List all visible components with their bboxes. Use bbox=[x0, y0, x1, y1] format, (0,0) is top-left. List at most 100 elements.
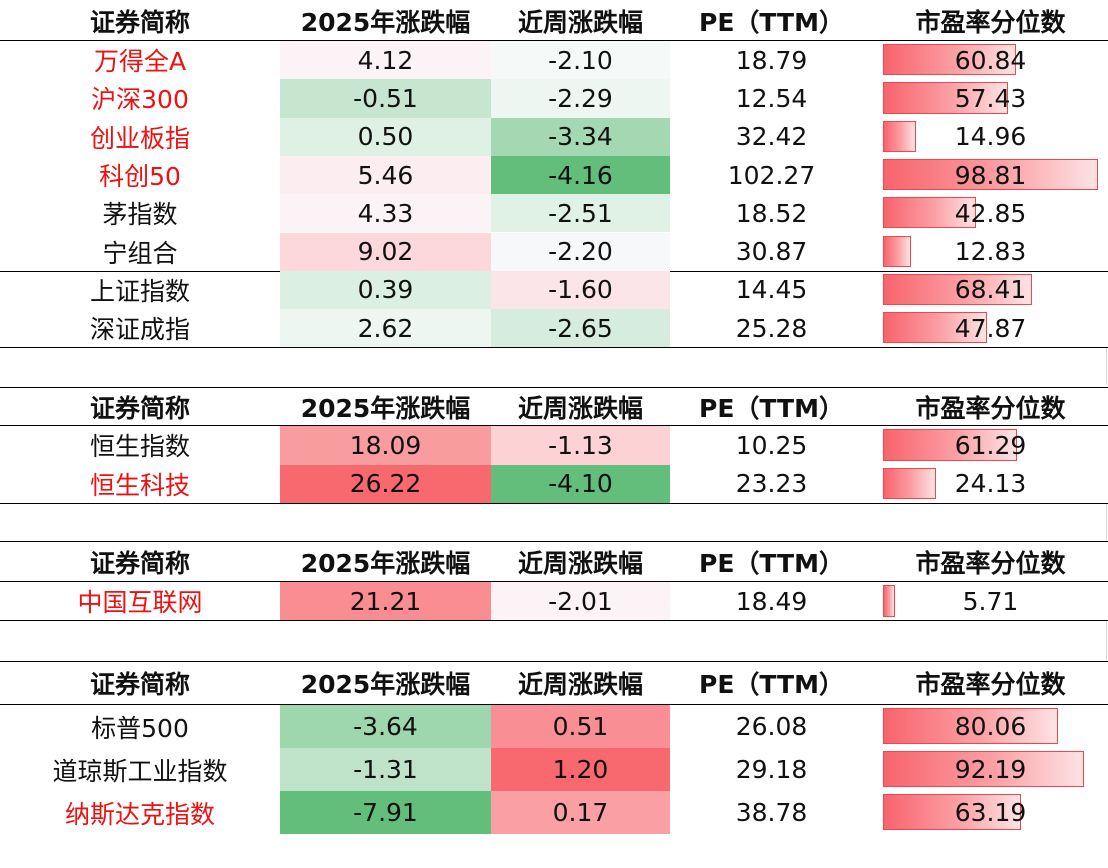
security-name: 宁组合 bbox=[102, 238, 178, 268]
pe-percentile-value: 57.43 bbox=[954, 83, 1027, 113]
ytd-change-cell: 21.21 bbox=[280, 582, 491, 621]
pe-percentile-value: 68.41 bbox=[954, 275, 1027, 305]
weekly-change-cell: -2.01 bbox=[491, 582, 670, 621]
pe-percentile-cell: 47.87 bbox=[873, 309, 1108, 347]
pe-ttm-cell: 25.28 bbox=[735, 313, 808, 343]
ytd-change-cell: 2.62 bbox=[280, 309, 491, 348]
weekly-change-cell: -2.20 bbox=[491, 232, 670, 271]
weekly-change-cell: -2.10 bbox=[491, 41, 670, 80]
ytd-change-cell: -1.31 bbox=[280, 748, 491, 791]
table-row: 上证指数 0.39 -1.60 14.45 68.41 bbox=[0, 270, 1108, 310]
pe-percentile-cell: 57.43 bbox=[873, 79, 1108, 117]
weekly-change-cell: -1.13 bbox=[491, 426, 670, 465]
pe-percentile-cell: 80.06 bbox=[873, 705, 1108, 748]
pe-percentile-bar bbox=[883, 751, 1084, 787]
header-wk: 近周涨跌幅 bbox=[517, 670, 643, 699]
pe-percentile-cell: 24.13 bbox=[873, 465, 1108, 504]
pe-percentile-bar bbox=[883, 235, 911, 267]
pe-percentile-value: 80.06 bbox=[954, 712, 1027, 741]
pe-percentile-bar bbox=[883, 312, 988, 344]
header-pe: PE（TTM） bbox=[699, 7, 844, 37]
table-row: 深证成指 2.62 -2.65 25.28 47.87 bbox=[0, 309, 1108, 348]
weekly-change-cell: -3.34 bbox=[491, 117, 670, 156]
weekly-change-cell: 0.51 bbox=[491, 705, 670, 748]
pe-ttm-cell: 32.42 bbox=[735, 122, 808, 152]
header-wk: 近周涨跌幅 bbox=[517, 7, 643, 37]
pe-percentile-bar bbox=[883, 82, 1009, 114]
section-bottom-border bbox=[0, 620, 1108, 621]
weekly-change-cell: -4.10 bbox=[491, 464, 670, 503]
security-name: 恒生指数 bbox=[89, 432, 190, 462]
pe-percentile-value: 42.85 bbox=[954, 198, 1027, 228]
pe-ttm-cell: 10.25 bbox=[735, 430, 808, 460]
ytd-change-cell: 26.22 bbox=[280, 464, 491, 503]
header-row: 证券简称 2025年涨跌幅 近周涨跌幅 PE（TTM） 市盈率分位数 bbox=[0, 387, 1108, 426]
header-bottom-border bbox=[0, 40, 1108, 41]
pe-percentile-cell: 63.19 bbox=[873, 791, 1108, 834]
header-pct: 市盈率分位数 bbox=[915, 670, 1066, 699]
ytd-change-cell: 4.12 bbox=[280, 41, 491, 80]
pe-percentile-value: 5.71 bbox=[962, 586, 1019, 616]
pe-percentile-bar bbox=[883, 158, 1099, 191]
security-name: 万得全A bbox=[93, 47, 187, 77]
pe-percentile-cell: 42.85 bbox=[873, 194, 1108, 232]
section-top-border bbox=[0, 541, 1108, 542]
pe-percentile-value: 98.81 bbox=[954, 160, 1027, 190]
pe-percentile-cell: 12.83 bbox=[873, 233, 1108, 271]
weekly-change-cell: -2.51 bbox=[491, 194, 670, 233]
header-name: 证券简称 bbox=[89, 393, 190, 423]
header-row: 证券简称 2025年涨跌幅 近周涨跌幅 PE（TTM） 市盈率分位数 bbox=[0, 541, 1108, 582]
ytd-change-cell: -0.51 bbox=[280, 79, 491, 118]
pe-percentile-bar bbox=[883, 794, 1021, 830]
pe-percentile-bar bbox=[883, 467, 936, 499]
pe-percentile-value: 14.96 bbox=[954, 122, 1027, 152]
security-name: 标普500 bbox=[91, 713, 189, 743]
pe-percentile-value: 24.13 bbox=[954, 469, 1027, 499]
pe-percentile-value: 60.84 bbox=[954, 45, 1027, 75]
pe-ttm-cell: 18.52 bbox=[735, 198, 808, 228]
ytd-change-cell: 9.02 bbox=[280, 232, 491, 271]
ytd-change-cell: 0.50 bbox=[280, 117, 491, 156]
weekly-change-cell: -1.60 bbox=[491, 270, 670, 310]
security-name: 茅指数 bbox=[102, 200, 178, 230]
header-bottom-border bbox=[0, 425, 1108, 426]
table-row: 科创50 5.46 -4.16 102.27 98.81 bbox=[0, 155, 1108, 195]
pe-percentile-cell: 61.29 bbox=[873, 426, 1108, 465]
header-pct: 市盈率分位数 bbox=[915, 7, 1066, 37]
pe-percentile-bar bbox=[883, 44, 1016, 76]
pe-ttm-cell: 18.79 bbox=[735, 45, 808, 75]
ytd-change-cell: -7.91 bbox=[280, 791, 491, 834]
header-name: 证券简称 bbox=[89, 7, 190, 37]
ytd-change-cell: 4.33 bbox=[280, 194, 491, 233]
table-row: 中国互联网 21.21 -2.01 18.49 5.71 bbox=[0, 582, 1108, 621]
header-ytd: 2025年涨跌幅 bbox=[300, 393, 471, 423]
table-row: 纳斯达克指数 -7.91 0.17 38.78 63.19 bbox=[0, 791, 1108, 834]
security-name: 道琼斯工业指数 bbox=[52, 756, 228, 786]
pe-percentile-value: 63.19 bbox=[954, 798, 1027, 827]
ytd-change-cell: 18.09 bbox=[280, 426, 491, 465]
pe-percentile-cell: 5.71 bbox=[873, 582, 1108, 621]
security-name: 深证成指 bbox=[89, 315, 190, 345]
weekly-change-cell: 1.20 bbox=[491, 748, 670, 791]
header-ytd: 2025年涨跌幅 bbox=[300, 548, 471, 578]
header-pe: PE（TTM） bbox=[699, 548, 844, 578]
header-bottom-border bbox=[0, 704, 1108, 705]
header-wk: 近周涨跌幅 bbox=[517, 548, 643, 578]
header-row: 证券简称 2025年涨跌幅 近周涨跌幅 PE（TTM） 市盈率分位数 bbox=[0, 661, 1108, 705]
pe-percentile-cell: 14.96 bbox=[873, 118, 1108, 156]
pe-percentile-bar bbox=[883, 585, 896, 617]
pe-ttm-cell: 14.45 bbox=[735, 275, 808, 305]
pe-ttm-cell: 29.18 bbox=[735, 755, 808, 784]
table-row: 恒生指数 18.09 -1.13 10.25 61.29 bbox=[0, 426, 1108, 465]
pe-percentile-cell: 98.81 bbox=[873, 156, 1108, 194]
ytd-change-cell: 0.39 bbox=[280, 270, 491, 310]
pe-percentile-bar bbox=[883, 197, 977, 229]
table-row: 道琼斯工业指数 -1.31 1.20 29.18 92.19 bbox=[0, 748, 1108, 791]
pe-ttm-cell: 26.08 bbox=[735, 712, 808, 741]
pe-ttm-cell: 23.23 bbox=[735, 469, 808, 499]
pe-percentile-bar bbox=[883, 708, 1058, 744]
header-pct: 市盈率分位数 bbox=[915, 393, 1066, 423]
header-ytd: 2025年涨跌幅 bbox=[300, 7, 471, 37]
header-name: 证券简称 bbox=[89, 548, 190, 578]
pe-percentile-value: 12.83 bbox=[954, 237, 1027, 267]
